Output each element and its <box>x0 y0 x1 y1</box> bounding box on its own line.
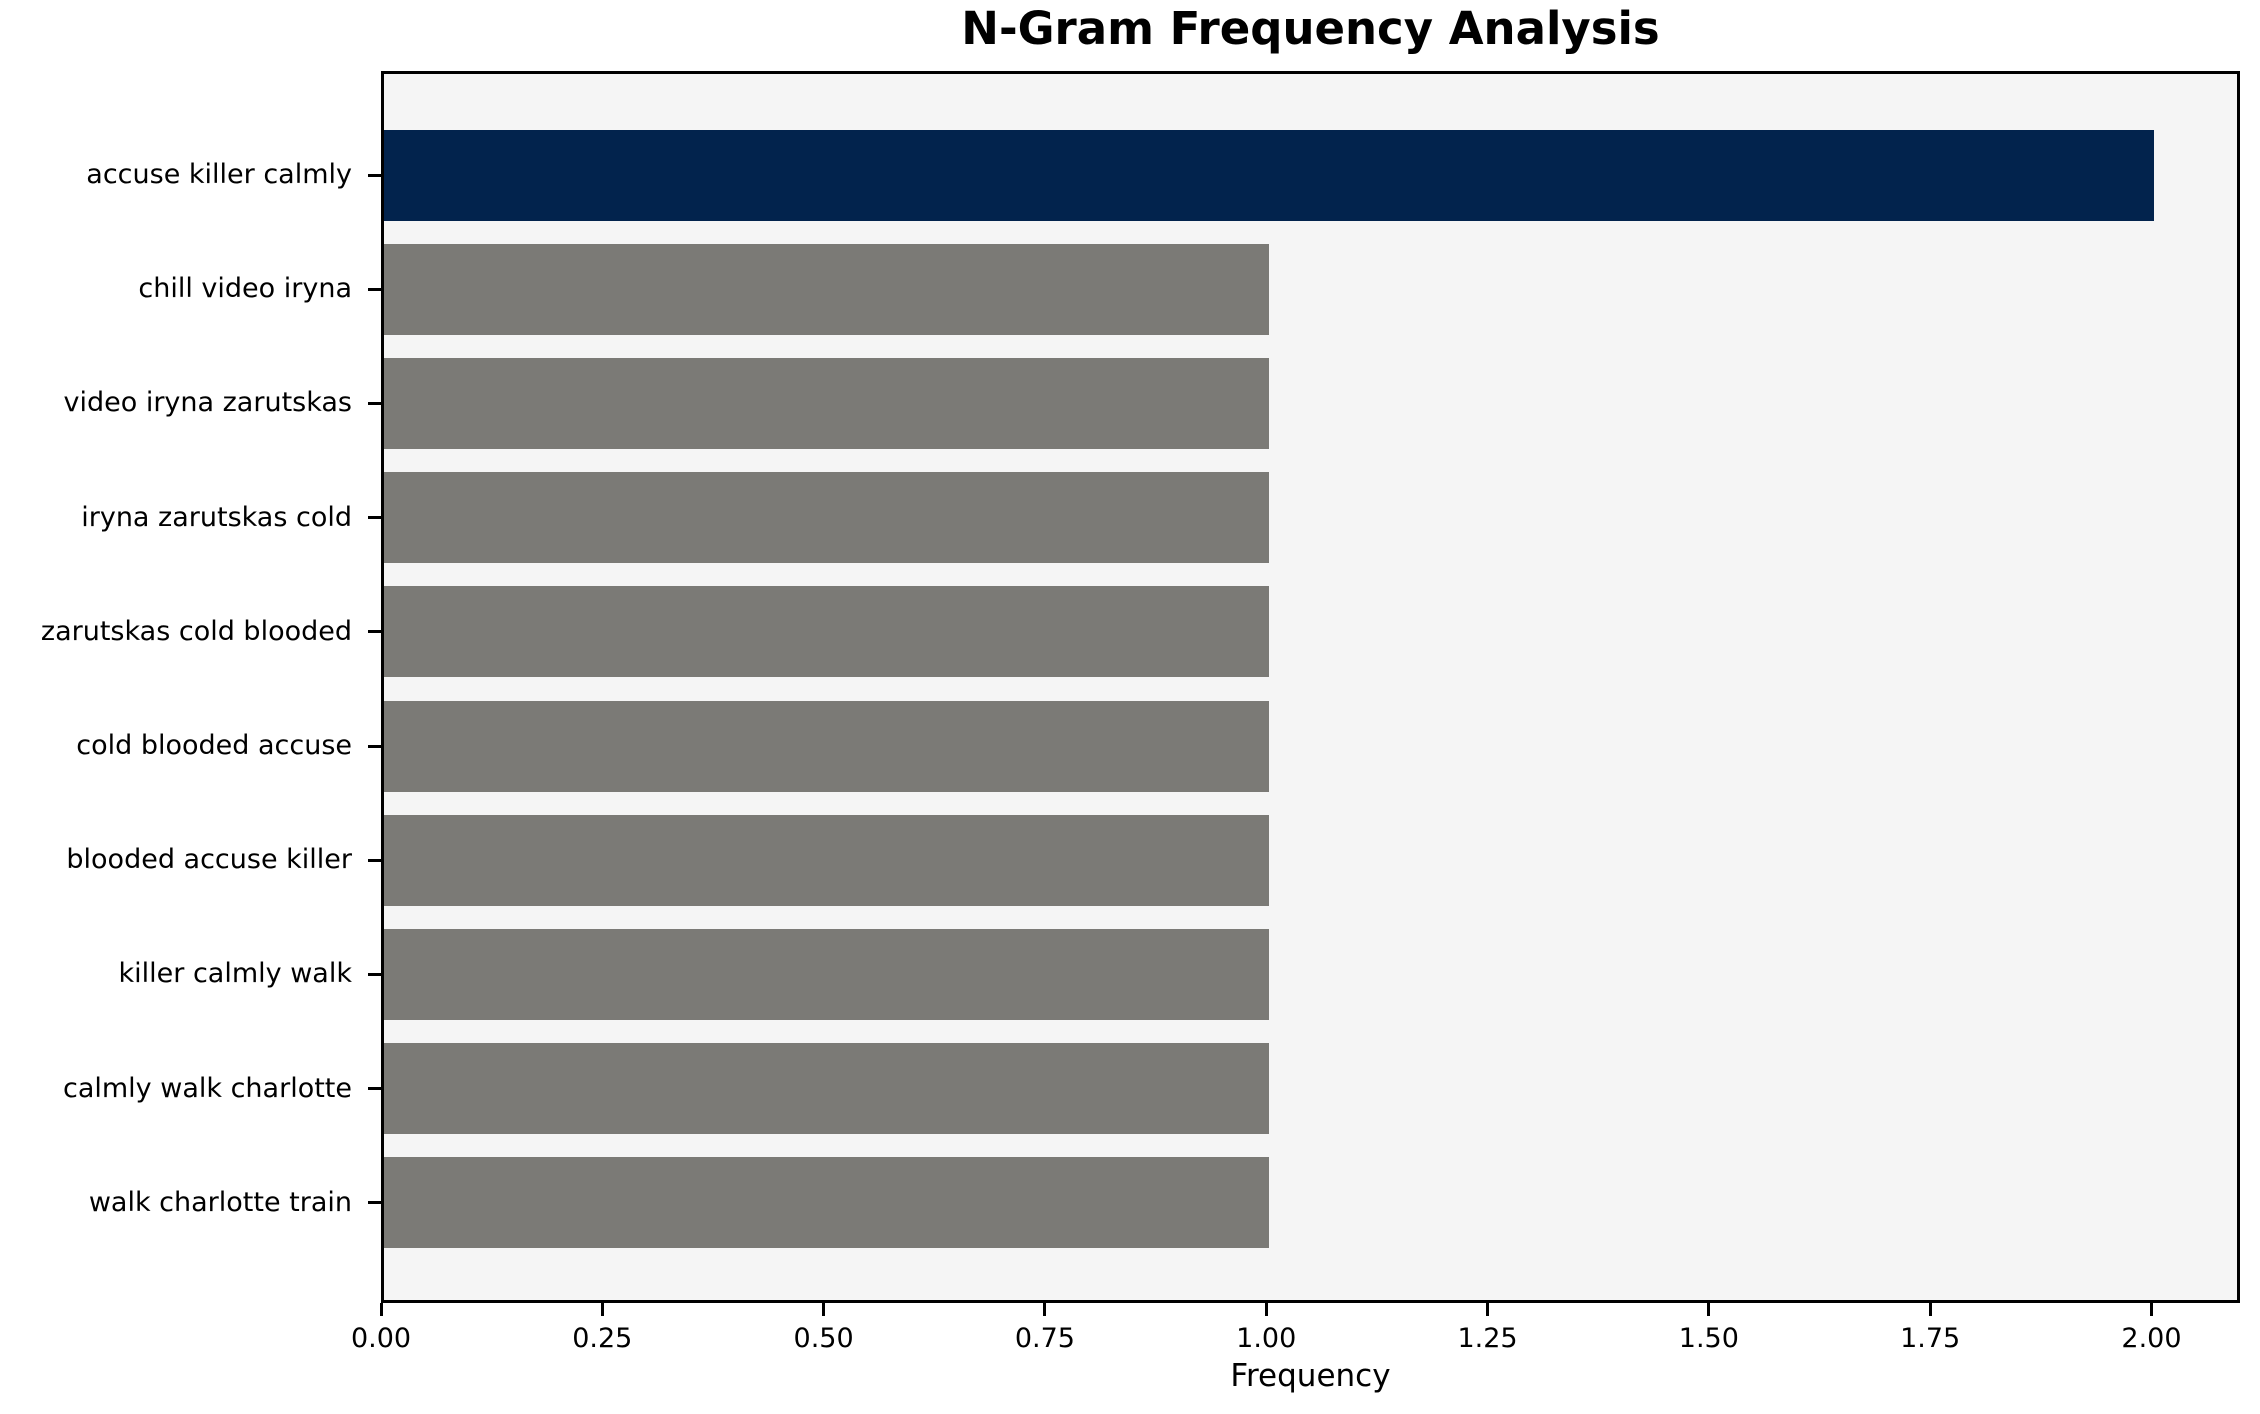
bar-calmly-walk-charlotte <box>384 1043 1270 1135</box>
x-tick-label: 1.00 <box>1236 1323 1297 1354</box>
x-tick <box>1707 1303 1711 1316</box>
x-tick-label: 1.50 <box>1678 1323 1739 1354</box>
plot-area <box>381 71 2240 1303</box>
y-tick-label: iryna zarutskas cold <box>81 501 352 533</box>
y-tick-label: accuse killer calmly <box>86 159 352 190</box>
x-tick-label: 1.25 <box>1457 1323 1518 1354</box>
bar-walk-charlotte-train <box>384 1157 1270 1249</box>
y-tick-label: zarutskas cold blooded <box>40 615 352 647</box>
y-tick <box>368 858 381 862</box>
bar-blooded-accuse-killer <box>384 814 1270 906</box>
y-tick <box>368 401 381 405</box>
bar-iryna-zarutskas-cold <box>384 472 1270 564</box>
y-tick-label: killer calmly walk <box>118 958 352 990</box>
bar-video-iryna-zarutskas <box>384 357 1270 449</box>
x-tick <box>600 1303 604 1316</box>
bar-zarutskas-cold-blooded <box>384 586 1270 678</box>
bar-cold-blooded-accuse <box>384 700 1270 792</box>
bar-killer-calmly-walk <box>384 928 1270 1020</box>
y-tick <box>368 1087 381 1091</box>
x-axis-label: Frequency <box>1230 1358 1391 1394</box>
x-tick-label: 0.75 <box>1014 1323 1075 1354</box>
y-tick-label: chill video iryna <box>138 273 352 305</box>
y-tick <box>368 972 381 976</box>
y-tick <box>368 744 381 748</box>
x-tick-label: 0.00 <box>350 1323 412 1354</box>
y-tick-label: calmly walk charlotte <box>62 1072 352 1104</box>
x-tick-label: 2.00 <box>2121 1323 2182 1354</box>
y-tick <box>368 173 381 177</box>
y-tick <box>368 1201 381 1205</box>
y-tick <box>368 630 381 634</box>
x-tick-label: 0.50 <box>793 1323 854 1354</box>
y-tick-label: cold blooded accuse <box>76 730 352 761</box>
x-tick <box>1043 1303 1047 1316</box>
x-tick-label: 1.75 <box>1900 1323 1961 1354</box>
x-tick <box>1264 1303 1268 1316</box>
x-tick <box>822 1303 826 1316</box>
bar-accuse-killer-calmly <box>384 129 2155 221</box>
x-tick-label: 0.25 <box>572 1323 633 1354</box>
x-tick <box>379 1303 383 1316</box>
chart-title: N-Gram Frequency Analysis <box>961 2 1660 55</box>
y-tick-label: walk charlotte train <box>88 1186 352 1218</box>
y-tick <box>368 287 381 291</box>
x-tick <box>1486 1303 1490 1316</box>
bar-chill-video-iryna <box>384 243 1270 335</box>
x-tick <box>1928 1303 1932 1316</box>
y-tick-label: video iryna zarutskas <box>63 387 352 419</box>
y-tick <box>368 516 381 520</box>
x-tick <box>2149 1303 2153 1316</box>
y-tick-label: blooded accuse killer <box>66 844 352 876</box>
